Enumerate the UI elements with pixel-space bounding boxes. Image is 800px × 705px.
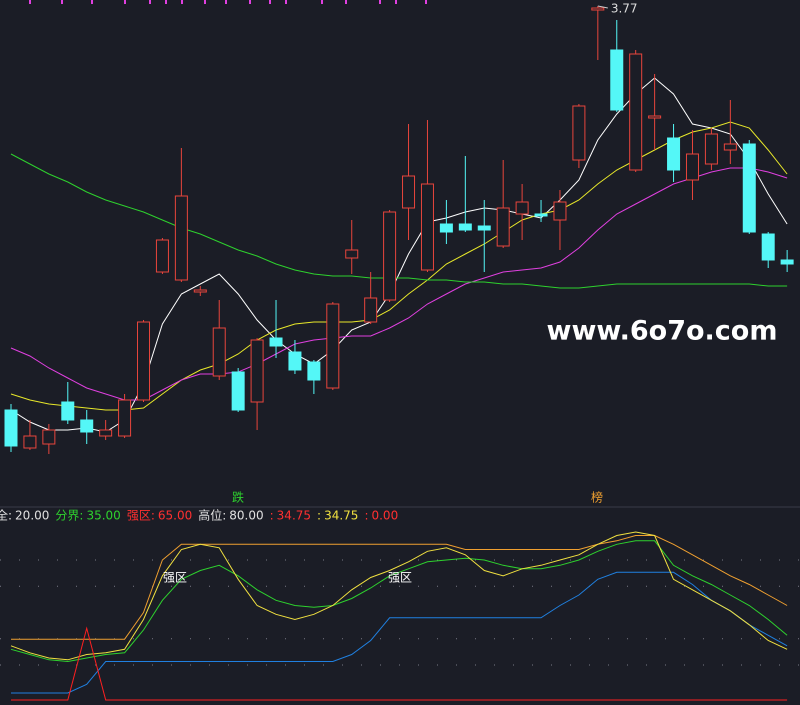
candle-body <box>553 201 567 221</box>
candle-body <box>269 337 283 347</box>
candle-body <box>667 137 681 171</box>
watermark: www.6o7o.com <box>547 316 778 347</box>
indicator-line <box>11 626 788 701</box>
high-pointer <box>597 5 608 9</box>
indicator-line <box>11 571 788 694</box>
candle-body <box>723 143 737 151</box>
candle-body <box>364 297 378 323</box>
candle-body <box>212 327 226 377</box>
candle-body <box>761 233 775 261</box>
candle-body <box>326 303 340 389</box>
candle-body <box>420 183 434 271</box>
candle-body <box>80 419 94 433</box>
candle-body <box>610 49 624 111</box>
candle-body <box>704 133 718 165</box>
candle-body <box>742 143 756 233</box>
candle-body <box>648 115 662 119</box>
candle-body <box>42 429 56 445</box>
candle-body <box>250 339 264 403</box>
candle-body <box>155 239 169 273</box>
candle-body <box>439 223 453 233</box>
header-label: 分界: <box>55 509 83 523</box>
candle-body <box>193 289 207 293</box>
candle-body <box>496 207 510 247</box>
header-value: 35.00 <box>86 509 120 523</box>
candle-body <box>174 195 188 281</box>
candle-body <box>4 409 18 447</box>
indicator-line <box>10 540 788 663</box>
header-label: : <box>364 509 368 523</box>
ma-line <box>10 153 788 289</box>
candle-body <box>231 371 245 411</box>
candle-body <box>685 153 699 181</box>
indicator-line <box>10 531 788 661</box>
header-value: 20.00 <box>15 509 49 523</box>
candle-body <box>534 213 548 217</box>
zone-label: 强区 <box>163 571 187 585</box>
annotation: 跌 <box>232 490 244 505</box>
candle-body <box>780 259 794 265</box>
candle-body <box>288 351 302 371</box>
candle-body <box>458 223 472 231</box>
candle-body <box>402 175 416 209</box>
candle-body <box>383 211 397 301</box>
candle-body <box>515 201 529 215</box>
header-label: : <box>270 509 274 523</box>
header-label: 全: <box>0 508 12 523</box>
ma-line <box>10 77 788 433</box>
header-label: 强区: <box>127 509 155 523</box>
header-value: 34.75 <box>324 509 358 523</box>
candle-body <box>629 53 643 171</box>
candle-body <box>572 105 586 161</box>
candle-body <box>307 361 321 381</box>
header-value: 0.00 <box>371 509 398 523</box>
header-label: : <box>317 509 321 523</box>
high-label: 3.77 <box>611 2 638 16</box>
candle-body <box>591 7 605 11</box>
header-value: 34.75 <box>277 509 311 523</box>
top-marks <box>29 0 427 4</box>
header-value: 80.00 <box>229 509 263 523</box>
candle-body <box>99 429 113 437</box>
header-label: 高位: <box>198 508 226 523</box>
ma-line <box>10 121 788 411</box>
zone-label: 强区 <box>388 571 412 585</box>
annotation: 榜 <box>591 490 603 505</box>
candle-body <box>477 225 491 231</box>
candle-body <box>118 399 132 437</box>
candle-body <box>61 401 75 421</box>
indicator-line <box>11 535 788 640</box>
candle-body <box>23 435 37 449</box>
candle-body <box>137 321 151 401</box>
header-value: 65.00 <box>158 509 192 523</box>
candle-body <box>345 249 359 259</box>
